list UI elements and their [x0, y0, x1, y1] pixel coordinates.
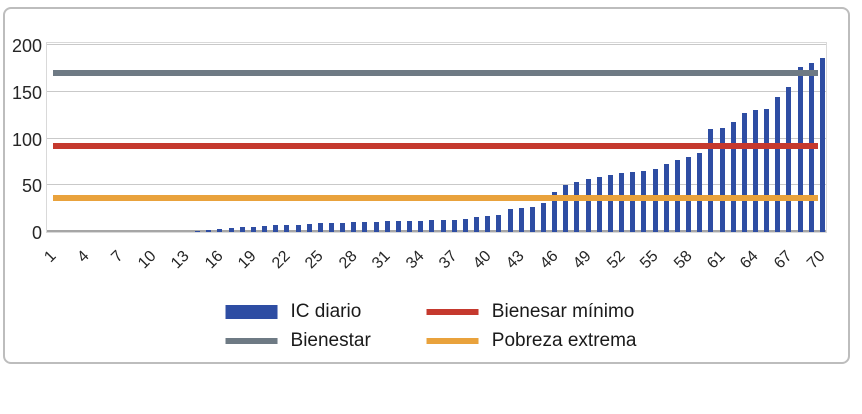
chart-legend: IC diario Bienesar mínimo Bienestar Pobreza… — [225, 301, 637, 352]
bar-62 — [730, 121, 736, 232]
legend-item-bienestar: Bienestar — [225, 330, 371, 352]
legend-label-pobreza-extrema: Pobreza extrema — [491, 330, 637, 351]
bar-21 — [273, 225, 279, 232]
bar-59 — [697, 153, 703, 232]
legend-swatch-bienestar — [225, 338, 278, 344]
bar-29 — [362, 221, 368, 232]
bar-18 — [239, 227, 245, 232]
bar-52 — [619, 173, 625, 232]
legend-swatch-pobreza-extrema — [426, 338, 479, 344]
bar-14 — [195, 231, 201, 232]
bar-70 — [819, 58, 825, 232]
reference-line-pobreza-extrema — [53, 195, 818, 202]
bar-63 — [741, 113, 747, 232]
bar-54 — [641, 171, 647, 232]
bar-28 — [351, 221, 357, 232]
gridline-y-200 — [47, 44, 826, 45]
bar-30 — [373, 221, 379, 232]
gridline-y-150 — [47, 90, 826, 92]
bar-49 — [585, 178, 591, 232]
bar-51 — [607, 174, 613, 232]
bar-31 — [384, 220, 390, 232]
legend-item-bienesar-minimo: Bienesar mínimo — [426, 301, 637, 323]
bar-19 — [250, 227, 256, 232]
bar-22 — [284, 225, 290, 232]
bar-66 — [775, 97, 781, 232]
bar-36 — [440, 219, 446, 232]
bar-32 — [395, 220, 401, 232]
bar-44 — [529, 206, 535, 232]
legend-swatch-bienesar-minimo — [426, 309, 479, 315]
bar-65 — [764, 108, 770, 232]
reference-line-bienestar — [53, 70, 818, 77]
plot-area — [46, 42, 827, 233]
bar-27 — [340, 222, 346, 232]
bar-37 — [451, 219, 457, 232]
bar-15 — [206, 230, 212, 232]
bar-67 — [786, 87, 792, 232]
gridline-y-100 — [47, 137, 826, 139]
bar-17 — [228, 228, 234, 232]
legend-label-ic-diario: IC diario — [290, 301, 362, 322]
legend-label-bienesar-minimo: Bienesar mínimo — [491, 301, 635, 322]
bar-48 — [574, 181, 580, 232]
bar-40 — [485, 216, 491, 232]
bar-64 — [752, 110, 758, 232]
gridline-y-50 — [47, 184, 826, 186]
bar-20 — [262, 226, 268, 232]
bar-23 — [295, 224, 301, 232]
reference-line-bienesar-minimo — [53, 142, 818, 149]
y-tick-label-50: 50 — [21, 176, 42, 197]
bar-39 — [474, 217, 480, 232]
bar-25 — [317, 222, 323, 232]
bar-33 — [407, 220, 413, 232]
bar-41 — [496, 215, 502, 232]
bar-60 — [708, 129, 714, 232]
legend-swatch-ic-diario — [225, 305, 278, 319]
bar-58 — [686, 157, 692, 232]
bar-61 — [719, 128, 725, 232]
bar-50 — [596, 176, 602, 232]
bar-53 — [630, 172, 636, 232]
y-tick-label-0: 0 — [31, 223, 42, 243]
bar-35 — [429, 219, 435, 232]
bar-24 — [306, 223, 312, 232]
bar-16 — [217, 229, 223, 232]
y-tick-label-100: 100 — [11, 129, 42, 150]
bar-42 — [507, 208, 513, 232]
legend-item-pobreza-extrema: Pobreza extrema — [426, 330, 637, 352]
bar-68 — [797, 66, 803, 232]
legend-item-ic-diario: IC diario — [225, 301, 371, 323]
y-tick-label-150: 150 — [11, 82, 42, 103]
bar-43 — [518, 207, 524, 232]
bar-45 — [540, 203, 546, 232]
bar-46 — [552, 191, 558, 232]
bar-47 — [563, 185, 569, 232]
bar-26 — [329, 222, 334, 232]
bar-34 — [418, 220, 424, 232]
bar-38 — [462, 218, 468, 232]
y-tick-label-200: 200 — [11, 36, 42, 56]
legend-label-bienestar: Bienestar — [290, 330, 371, 351]
gridline-y-0 — [47, 230, 826, 232]
